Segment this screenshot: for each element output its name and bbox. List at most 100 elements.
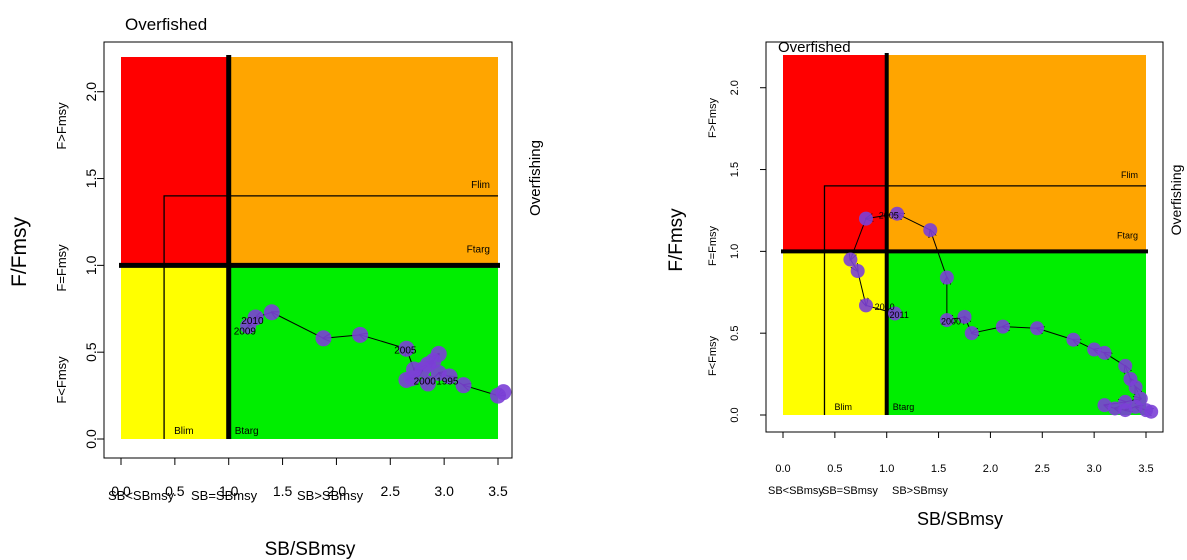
data-point xyxy=(888,306,903,321)
data-point xyxy=(1118,394,1133,409)
data-point xyxy=(939,270,954,285)
zone-yellow xyxy=(783,251,887,415)
right-right-label: Overfishing xyxy=(1168,165,1184,236)
x-tick-label: 3.5 xyxy=(1138,463,1153,475)
x-tick-label: 0.0 xyxy=(775,463,790,475)
left-xlabel: SB/SBmsy xyxy=(265,539,356,560)
right-y-zone-3: F>Fmsy xyxy=(707,97,719,138)
x-tick-label: 2.5 xyxy=(1035,463,1050,475)
data-point xyxy=(843,252,858,267)
data-point xyxy=(858,298,873,313)
y-tick-label: 0.0 xyxy=(729,407,741,422)
x-tick-label: 1.5 xyxy=(931,463,946,475)
data-point xyxy=(964,326,979,341)
left-y-zone-3: F>Fmsy xyxy=(54,102,69,150)
data-point xyxy=(430,345,447,362)
right-x-zone-2: SB=SBmsy xyxy=(822,485,878,497)
data-point xyxy=(1097,398,1112,413)
right-y-zone-2: F=Fmsy xyxy=(707,225,719,266)
year-label: 2005 xyxy=(879,210,899,220)
y-tick-label: 0.0 xyxy=(83,429,99,449)
left-x-zone-2: SB=SBmsy xyxy=(191,488,258,503)
right-y-zone-1: F<Fmsy xyxy=(707,335,719,376)
x-tick-label: 1.0 xyxy=(879,463,894,475)
data-point xyxy=(1066,332,1081,347)
ftarg-label: Ftarg xyxy=(467,244,490,255)
blim-label: Blim xyxy=(834,402,852,412)
zone-green xyxy=(228,265,498,439)
data-point xyxy=(957,309,972,324)
right-title: Overfished xyxy=(778,39,851,56)
right-kobe-plot: Overfished F/Fmsy Overfishing SB/SBmsy S… xyxy=(666,39,1184,529)
data-point xyxy=(1030,321,1045,336)
left-right-label: Overfishing xyxy=(527,140,544,216)
y-tick-label: 1.5 xyxy=(83,169,99,189)
year-label: 2011 xyxy=(889,310,908,320)
plot-frame xyxy=(765,41,1164,433)
data-point xyxy=(858,211,873,226)
x-tick-label: 0.5 xyxy=(827,463,842,475)
left-ylabel: F/Fmsy xyxy=(8,217,31,287)
flim-label: Flim xyxy=(1121,170,1138,180)
right-xlabel: SB/SBmsy xyxy=(917,509,1003,529)
x-tick-label: 0.5 xyxy=(165,483,185,499)
blim-label: Blim xyxy=(174,426,193,437)
data-point xyxy=(850,264,865,278)
data-point xyxy=(352,326,369,343)
trajectory-segment xyxy=(930,230,948,278)
right-x-zone-1: SB<SBmsy xyxy=(768,485,824,497)
zone-orange xyxy=(228,57,498,266)
year-label: 2005 xyxy=(394,345,417,356)
data-point xyxy=(240,318,257,335)
x-tick-label: 3.5 xyxy=(488,483,508,499)
y-tick-label: 1.5 xyxy=(729,162,741,177)
left-y-zone-1: F<Fmsy xyxy=(54,356,69,404)
left-x-zone-1: SB<SBmsy xyxy=(108,488,175,503)
y-tick-label: 1.0 xyxy=(729,244,741,259)
right-x-zone-3: SB>SBmsy xyxy=(892,485,948,497)
data-point xyxy=(1123,372,1138,386)
blim-flim-line xyxy=(823,185,1146,415)
x-tick-label: 3.0 xyxy=(434,483,454,499)
data-point xyxy=(1133,391,1148,406)
btarg-label: Btarg xyxy=(893,402,915,412)
y-tick-label: 2.0 xyxy=(729,80,741,95)
trajectory-segment xyxy=(272,312,324,339)
data-point xyxy=(923,223,938,238)
year-label: 1995 xyxy=(436,377,459,388)
data-point xyxy=(419,356,436,373)
y-tick-label: 1.0 xyxy=(83,255,99,275)
y-tick-label: 2.0 xyxy=(83,82,99,102)
left-kobe-plot: Overfished F/Fmsy Overfishing SB/SBmsy S… xyxy=(8,15,544,560)
ftarg-label: Ftarg xyxy=(1117,230,1138,240)
data-point xyxy=(419,375,436,392)
left-y-zone-2: F=Fmsy xyxy=(54,244,69,292)
data-point xyxy=(405,361,422,378)
btarg-label: Btarg xyxy=(235,426,259,437)
x-tick-label: 2.5 xyxy=(381,483,401,499)
x-tick-label: 1.0 xyxy=(219,483,239,499)
y-tick-label: 0.5 xyxy=(83,342,99,362)
data-point xyxy=(890,206,905,221)
year-label: 2000 xyxy=(941,317,961,327)
zone-green xyxy=(886,251,1146,415)
data-point xyxy=(995,319,1010,334)
x-tick-label: 2.0 xyxy=(983,463,998,475)
left-x-zone-3: SB>SBmsy xyxy=(297,488,364,503)
right-ylabel: F/Fmsy xyxy=(666,208,687,272)
data-point xyxy=(490,387,506,404)
flim-label: Flim xyxy=(471,180,490,191)
data-point xyxy=(263,304,280,321)
blim-flim-line xyxy=(163,195,498,439)
y-tick-label: 0.5 xyxy=(729,326,741,341)
data-point xyxy=(430,365,447,382)
year-label: 2000 xyxy=(414,377,437,388)
data-point xyxy=(1087,342,1102,357)
year-label: 2009 xyxy=(234,326,257,337)
x-tick-label: 1.5 xyxy=(273,483,293,499)
data-point xyxy=(939,313,954,328)
zone-red xyxy=(121,57,229,266)
